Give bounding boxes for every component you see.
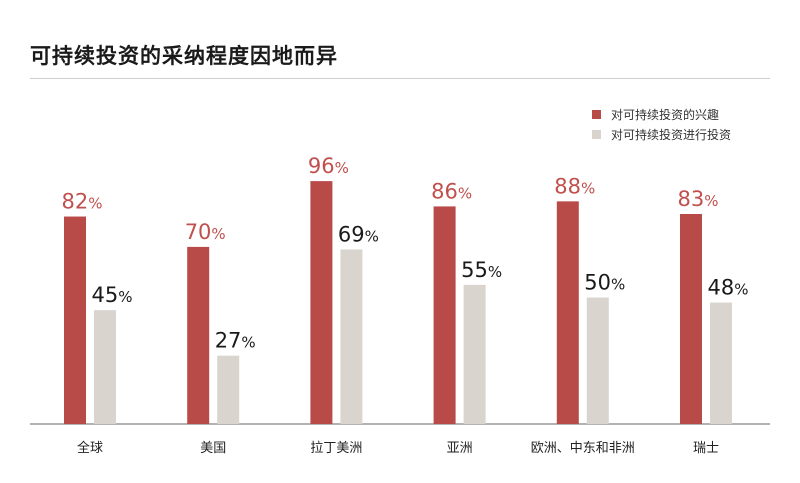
legend-label-interest: 对可持续投资的兴趣 — [611, 107, 720, 122]
data-label-investing-3: 55% — [461, 258, 502, 282]
bar-investing-4 — [586, 297, 609, 424]
legend: 对可持续投资的兴趣 对可持续投资进行投资 — [592, 104, 731, 144]
title-divider — [30, 78, 770, 79]
legend-item-interest: 对可持续投资的兴趣 — [592, 104, 731, 124]
bar-investing-0 — [94, 310, 116, 424]
data-label-investing-2: 69% — [338, 222, 379, 246]
data-label-interest-5: 83% — [678, 187, 719, 211]
legend-item-investing: 对可持续投资进行投资 — [592, 124, 731, 144]
data-label-interest-3: 86% — [431, 179, 472, 203]
x-tick-label-3: 亚洲 — [447, 441, 473, 456]
bar-interest-0 — [64, 216, 86, 424]
bar-interest-4 — [556, 201, 579, 424]
data-label-investing-5: 48% — [708, 276, 749, 300]
bar-interest-2 — [310, 181, 333, 424]
bar-investing-5 — [710, 302, 732, 424]
bar-interest-5 — [680, 214, 702, 424]
x-tick-label-2: 拉丁美洲 — [310, 441, 362, 456]
legend-label-investing: 对可持续投资进行投资 — [611, 127, 732, 142]
data-label-interest-1: 70% — [185, 220, 226, 244]
data-label-investing-1: 27% — [215, 329, 256, 353]
bar-interest-1 — [187, 246, 210, 424]
data-label-interest-4: 88% — [554, 174, 595, 198]
legend-swatch-investing — [592, 129, 601, 139]
data-label-interest-0: 82% — [62, 190, 103, 214]
bar-investing-2 — [340, 249, 363, 424]
bar-investing-3 — [463, 284, 486, 424]
x-tick-label-5: 瑞士 — [693, 441, 719, 456]
chart-title: 可持续投资的采纳程度因地而异 — [30, 44, 338, 68]
x-tick-label-1: 美国 — [200, 441, 226, 456]
bar-investing-1 — [217, 355, 240, 424]
bar-interest-3 — [433, 206, 456, 424]
legend-swatch-interest — [592, 109, 601, 119]
x-tick-label-4: 欧洲、中东和非洲 — [531, 441, 635, 456]
data-label-investing-4: 50% — [584, 271, 625, 295]
x-tick-label-0: 全球 — [77, 440, 103, 456]
data-label-interest-2: 96% — [308, 154, 349, 178]
data-label-investing-0: 45% — [92, 283, 133, 307]
